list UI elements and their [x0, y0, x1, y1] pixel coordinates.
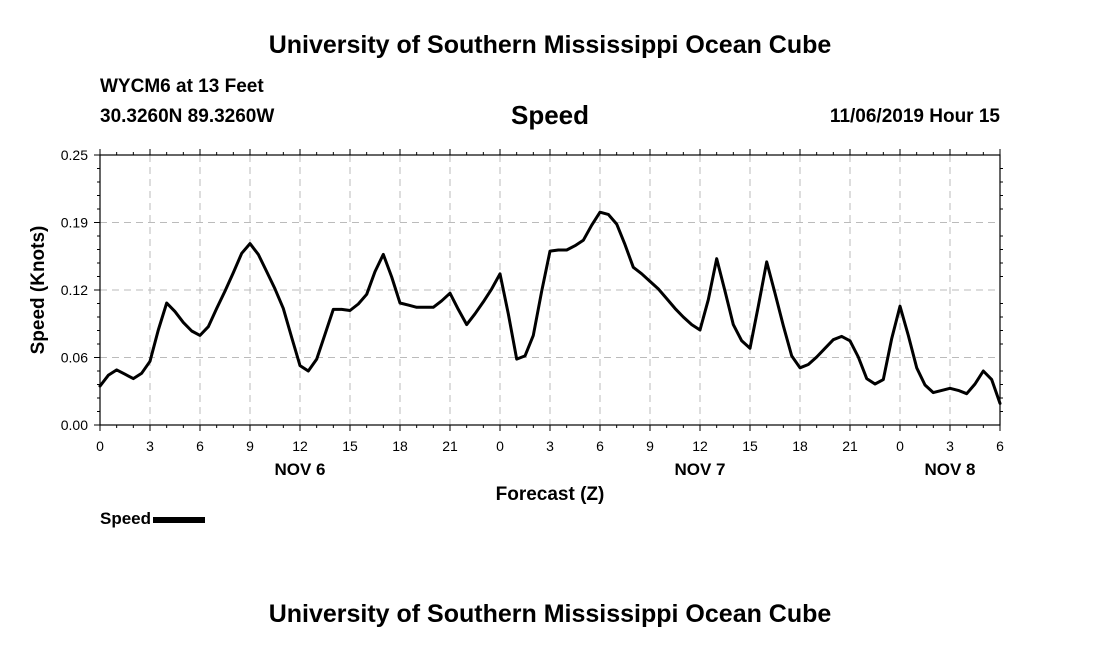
x-tick-label: 6	[196, 438, 204, 454]
x-axis-title: Forecast (Z)	[496, 484, 605, 505]
x-tick-label: 3	[946, 438, 954, 454]
series-layer	[98, 210, 1002, 405]
x-tick-label: 18	[792, 438, 808, 454]
y-tick-label: 0.12	[61, 282, 88, 298]
legend-label: Speed	[100, 509, 152, 528]
x-tick-label: 12	[292, 438, 308, 454]
variable-heading: Speed	[510, 100, 590, 130]
day-label: NOV 6	[274, 460, 325, 479]
x-tick-label: 12	[692, 438, 708, 454]
x-tick-label: 15	[342, 438, 358, 454]
x-tick-label: 9	[246, 438, 254, 454]
x-tick-label: 0	[96, 438, 104, 454]
timestamp-label: 11/06/2019 Hour 15	[829, 106, 1000, 127]
coordinates-label: 30.3260N 89.3260W	[100, 106, 275, 127]
y-tick-label: 0.25	[61, 147, 88, 163]
y-tick-label: 0.19	[61, 215, 88, 231]
tick-layer	[94, 149, 1003, 431]
station-label: WYCM6 at 13 Feet	[100, 76, 264, 97]
x-tick-label: 3	[146, 438, 154, 454]
x-tick-label: 0	[496, 438, 504, 454]
x-tick-label: 0	[896, 438, 904, 454]
x-tick-label: 21	[442, 438, 458, 454]
chart-title-top: University of Southern Mississippi Ocean…	[268, 31, 832, 59]
y-tick-label: 0.00	[61, 417, 88, 433]
x-tick-label: 21	[842, 438, 858, 454]
x-tick-label: 15	[742, 438, 758, 454]
day-label: NOV 7	[674, 460, 725, 479]
x-tick-label: 6	[996, 438, 1004, 454]
label-layer: 0.00 0.06 0.12 0.19 0.25 0 3 6 9 12 15 18 21 0 3 6 9 12 15…	[28, 147, 1004, 505]
legend: Speed	[100, 509, 206, 529]
y-axis-title: Speed (Knots)	[28, 226, 49, 355]
grid-layer	[100, 155, 1000, 425]
day-label: NOV 8	[924, 460, 975, 479]
x-tick-label: 6	[596, 438, 604, 454]
chart-title-bottom: University of Southern Mississippi Ocean…	[268, 600, 832, 628]
x-tick-label: 3	[546, 438, 554, 454]
x-tick-label: 9	[646, 438, 654, 454]
y-tick-label: 0.06	[61, 350, 88, 366]
x-tick-label: 18	[392, 438, 408, 454]
legend-swatch	[153, 517, 206, 523]
